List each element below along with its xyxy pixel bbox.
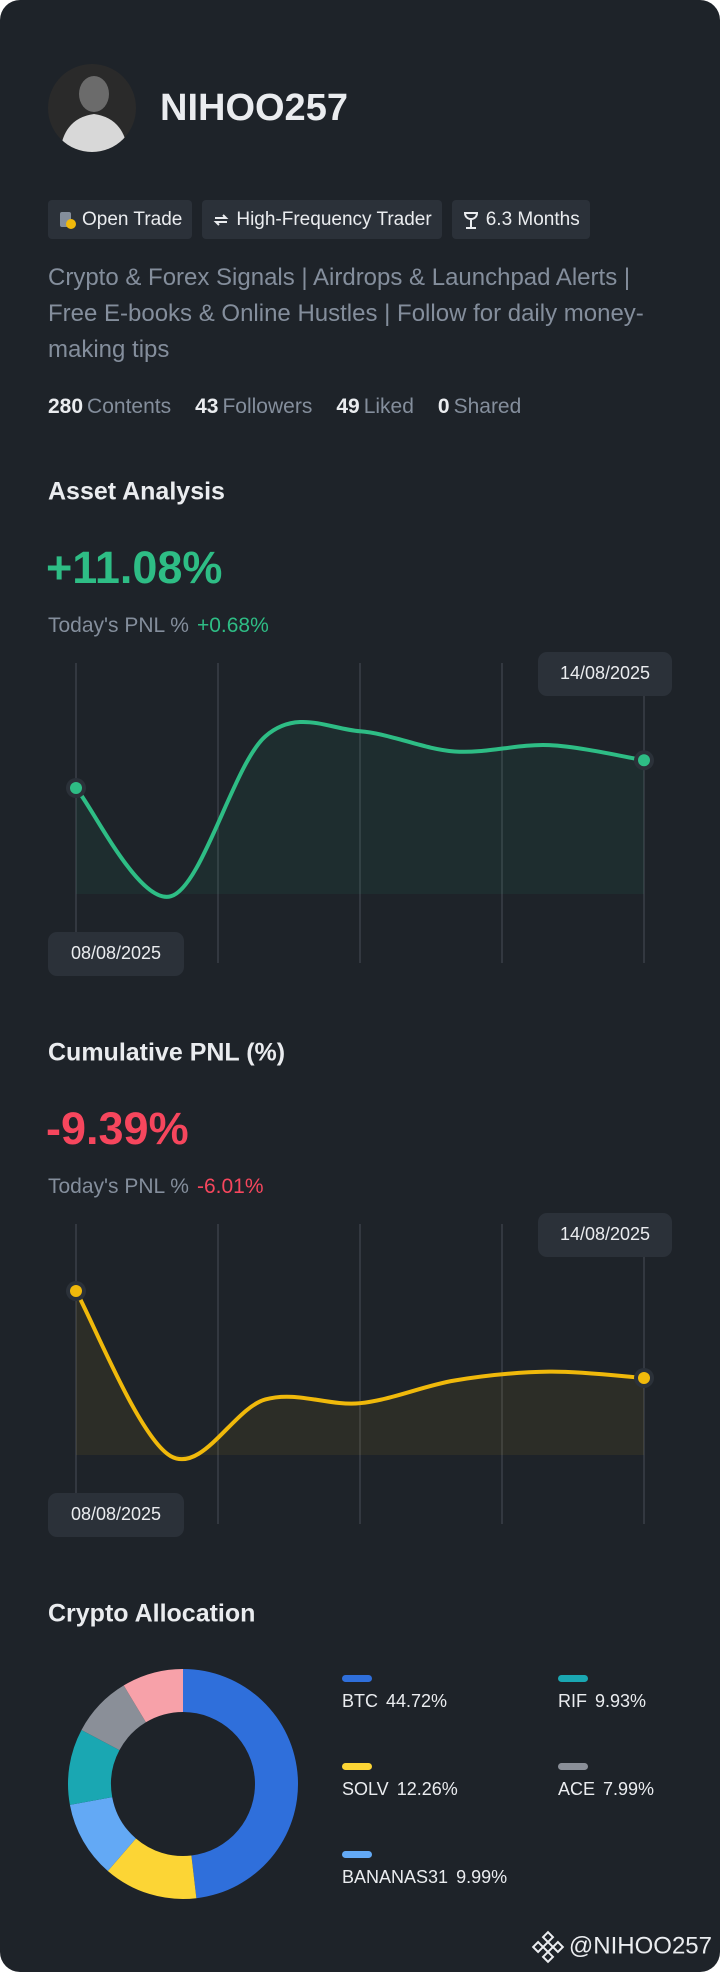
line (74, 720, 645, 899)
point (638, 1371, 650, 1384)
stat-label: Shared (453, 395, 522, 418)
tag-label: High-Frequency Trader (236, 208, 432, 230)
legend-swatch (342, 1851, 372, 1858)
legend-name: BANANAS31 (342, 1867, 448, 1887)
legend-entry: BANANAS31 9.99% (342, 1867, 507, 1887)
legend-value: 9.93% (595, 1691, 646, 1711)
date-tooltip (48, 1493, 184, 1537)
donut-slice (123, 1669, 183, 1723)
section-title: Cumulative PNL (%) (48, 1039, 285, 1067)
logo-part (531, 1940, 545, 1954)
area (76, 721, 644, 897)
date-label: 08/08/2025 (71, 943, 161, 963)
footer-logo (531, 1930, 565, 1964)
today-pnl-label: Today's PNL % (48, 1175, 189, 1198)
bio: Crypto & Forex Signals | Airdrops & Laun… (48, 264, 644, 363)
legend-swatch (342, 1675, 372, 1682)
today-pnl-label: Today's PNL % (48, 614, 189, 637)
legend-value: 7.99% (603, 1779, 654, 1799)
line (74, 1290, 645, 1461)
donut-slice (67, 1729, 120, 1805)
legend-swatch (342, 1763, 372, 1770)
tag: High-Frequency Trader (202, 200, 442, 239)
legend-entry: SOLV 12.26% (342, 1779, 458, 1799)
legend-name: ACE (558, 1779, 595, 1799)
date-tooltip (538, 1213, 672, 1257)
legend-swatch (558, 1763, 588, 1770)
legend-entry: ACE 7.99% (558, 1779, 654, 1799)
stat-value: 280 (48, 395, 84, 418)
legend-name: SOLV (342, 1779, 389, 1799)
date-label: 14/08/2025 (560, 1224, 650, 1244)
today-pnl-value: -6.01% (197, 1175, 264, 1198)
icon (463, 211, 478, 229)
area (76, 1291, 644, 1460)
donut-slice (183, 1669, 298, 1899)
today-pnl: Today's PNL % +0.68% (48, 614, 269, 637)
logo-part (541, 1940, 555, 1954)
point (638, 754, 650, 767)
legend-swatch (558, 1675, 588, 1682)
footer-handle: @NIHOO257 (569, 1932, 712, 1959)
logo-part (551, 1940, 565, 1954)
stats: 280 Contents 43 Followers 49 Liked 0 Shared (48, 395, 521, 419)
point (70, 782, 82, 794)
legend-value: 44.72% (386, 1691, 447, 1711)
date-tooltip (48, 932, 184, 976)
legend-entry: RIF 9.93% (558, 1691, 646, 1711)
tag-label: Open Trade (82, 208, 183, 230)
point (70, 1285, 82, 1298)
date-label: 08/08/2025 (71, 1504, 161, 1524)
tag: Open Trade (48, 200, 193, 239)
avatar (48, 64, 136, 152)
stat: 49 Liked (336, 395, 414, 419)
date-label: 14/08/2025 (560, 663, 650, 683)
stat: 280 Contents (48, 395, 171, 419)
donut-slice (69, 1797, 136, 1872)
today-pnl-value: +0.68% (197, 614, 269, 637)
headline-value: -9.39% (46, 1103, 189, 1154)
stat-value: 49 (336, 395, 360, 418)
tag-label: 6.3 Months (485, 208, 580, 230)
username: NIHOO257 (160, 87, 348, 129)
stat-label: Followers (222, 395, 313, 418)
date-tooltip (538, 652, 672, 696)
tags: Open Trade High-Frequency Trader 6.3 Mon… (48, 200, 590, 239)
donut-slice (81, 1685, 146, 1751)
legend-value: 9.99% (456, 1867, 507, 1887)
stat-label: Contents (87, 395, 172, 418)
today-pnl: Today's PNL % -6.01% (48, 1175, 264, 1198)
legend-value: 12.26% (397, 1779, 458, 1799)
legend-name: RIF (558, 1691, 587, 1711)
stat-value: 0 (437, 395, 450, 418)
section-title: Crypto Allocation (48, 1600, 255, 1628)
legend-name: BTC (342, 1691, 378, 1711)
stat-value: 43 (195, 395, 219, 418)
icon (213, 213, 229, 226)
tag: 6.3 Months (451, 200, 590, 239)
headline-value: +11.08% (46, 542, 222, 593)
section-title: Asset Analysis (48, 478, 225, 506)
stat: 43 Followers (195, 395, 312, 419)
logo-part (541, 1950, 555, 1964)
legend-entry: BTC 44.72% (342, 1691, 447, 1711)
stat: 0 Shared (438, 395, 521, 419)
icon (60, 211, 76, 229)
logo-part (541, 1930, 555, 1944)
donut-slice (107, 1838, 197, 1899)
stat-label: Liked (363, 395, 414, 418)
